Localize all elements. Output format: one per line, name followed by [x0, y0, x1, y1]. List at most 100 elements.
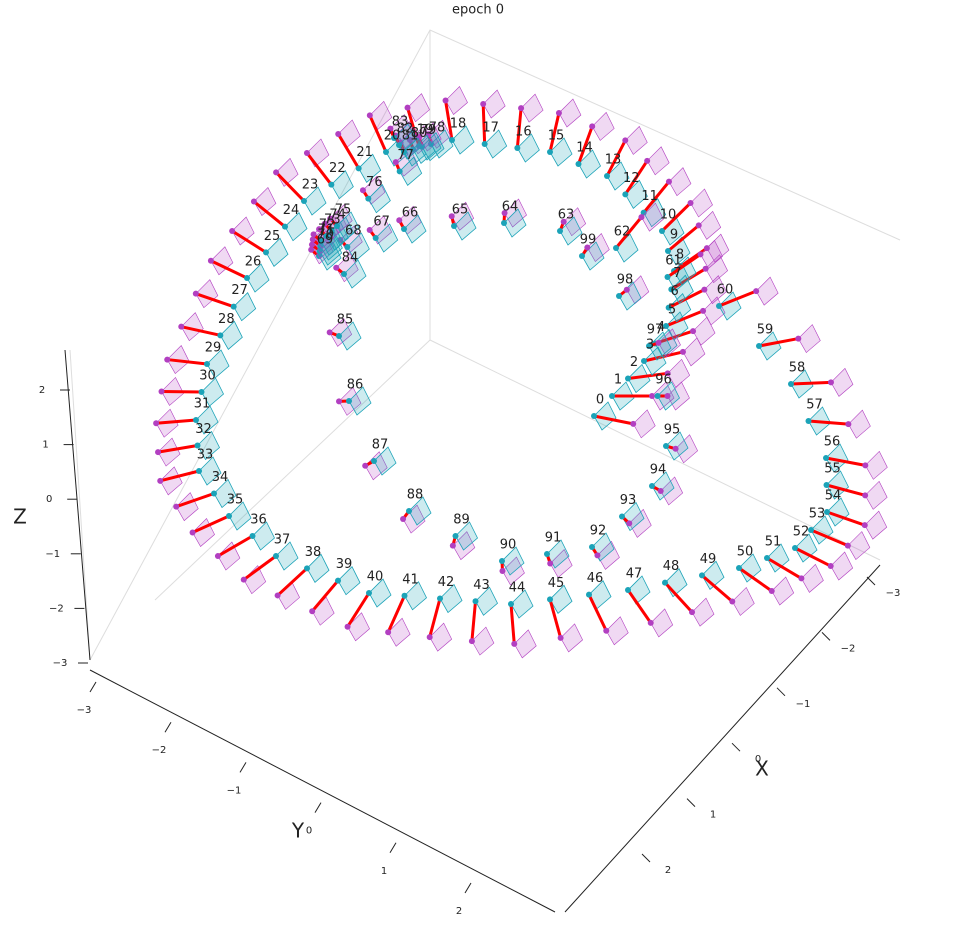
estimate-point	[556, 110, 562, 116]
pose-point	[736, 565, 742, 571]
estimate-pyramid	[483, 90, 505, 118]
estimate-pyramid	[848, 410, 870, 438]
pose-label: 29	[205, 341, 222, 356]
pose-label: 24	[283, 203, 300, 218]
estimate-point	[729, 598, 735, 604]
estimate-pyramid	[647, 147, 669, 175]
estimate-point	[700, 308, 706, 314]
tick-label: −3	[53, 658, 68, 669]
estimate-point	[333, 265, 339, 271]
pose-point	[788, 381, 794, 387]
estimate-point	[689, 609, 695, 615]
pose-label: 35	[227, 493, 244, 508]
estimate-point	[178, 324, 184, 330]
tick-label: −2	[841, 643, 856, 654]
pose-point	[586, 592, 592, 598]
estimate-point	[589, 123, 595, 129]
pose-point	[579, 253, 585, 259]
estimate-point	[275, 592, 281, 598]
error-line	[791, 382, 831, 384]
estimate-point	[594, 552, 600, 558]
estimate-pyramid	[772, 577, 794, 605]
pose-label: 28	[218, 312, 235, 327]
estimate-point	[153, 420, 159, 426]
tick-mark	[465, 883, 471, 893]
pose-point	[451, 223, 457, 229]
estimate-point	[309, 608, 315, 614]
estimate-point	[511, 641, 517, 647]
estimate-point	[251, 198, 257, 204]
estimate-pyramid	[514, 630, 536, 658]
tick-mark	[642, 854, 650, 862]
estimate-pyramid	[338, 120, 360, 148]
estimate-point	[649, 393, 655, 399]
tick-label: −3	[77, 705, 92, 716]
pose-label: 18	[450, 117, 467, 132]
pose-label: 64	[502, 200, 519, 215]
pose-point	[437, 596, 443, 602]
estimate-point	[828, 379, 834, 385]
tick-label: 1	[381, 866, 387, 877]
estimate-point	[638, 214, 644, 220]
estimate-point	[229, 228, 235, 234]
estimate-pyramid	[865, 451, 887, 479]
pose-point	[217, 332, 223, 338]
pose-label: 52	[793, 525, 810, 540]
estimate-point	[159, 388, 165, 394]
pose-label: 34	[212, 470, 229, 485]
pose-point	[806, 418, 812, 424]
estimate-pyramid	[633, 410, 655, 438]
pose-label: 1	[614, 373, 622, 388]
estimate-point	[666, 179, 672, 185]
pose-point	[547, 149, 553, 155]
estimate-point	[630, 421, 636, 427]
tick-label: 1	[710, 810, 716, 821]
error-line	[472, 601, 476, 641]
pose-point	[756, 343, 762, 349]
pose-point	[792, 545, 798, 551]
pose-label: 33	[197, 448, 214, 463]
estimate-point	[845, 421, 851, 427]
tick-label: 0	[306, 826, 312, 837]
pose-label: 76	[366, 175, 383, 190]
pose-point	[263, 249, 269, 255]
pose-point	[341, 271, 347, 277]
pose-point	[576, 161, 582, 167]
tick-label: −1	[45, 549, 60, 560]
pose-point	[473, 598, 479, 604]
pose-point	[328, 182, 334, 188]
pose-label: 26	[245, 255, 262, 270]
estimate-point	[345, 624, 351, 630]
pose-label: 54	[825, 489, 842, 504]
pose-point	[547, 596, 553, 602]
estimate-pyramid	[625, 126, 647, 154]
estimate-pyramid	[348, 613, 370, 641]
estimate-point	[308, 247, 314, 253]
pose-point	[659, 228, 665, 234]
estimate-pyramid	[521, 94, 543, 122]
pose-label: 86	[347, 378, 364, 393]
pose-label: 90	[500, 538, 517, 553]
estimate-point	[273, 169, 279, 175]
pose-point	[383, 149, 389, 155]
estimate-pyramid	[756, 277, 778, 305]
estimate-pyramid	[559, 99, 581, 127]
pose-point	[663, 443, 669, 449]
pose-point	[625, 376, 631, 382]
estimate-pyramid	[592, 112, 614, 140]
pose-point	[211, 491, 217, 497]
estimate-point	[547, 560, 553, 566]
estimate-pyramid	[848, 532, 870, 560]
estimate-pyramid	[232, 217, 254, 245]
tick-label: −2	[152, 745, 167, 756]
pose-point	[371, 458, 377, 464]
pose-label: 84	[342, 251, 359, 266]
estimate-point	[157, 478, 163, 484]
estimate-pyramid	[691, 189, 713, 217]
pose-label: 16	[515, 125, 532, 140]
tick-label: −1	[796, 699, 811, 710]
pose-point	[244, 275, 250, 281]
estimate-point	[335, 131, 341, 137]
pose-label: 21	[356, 145, 373, 160]
